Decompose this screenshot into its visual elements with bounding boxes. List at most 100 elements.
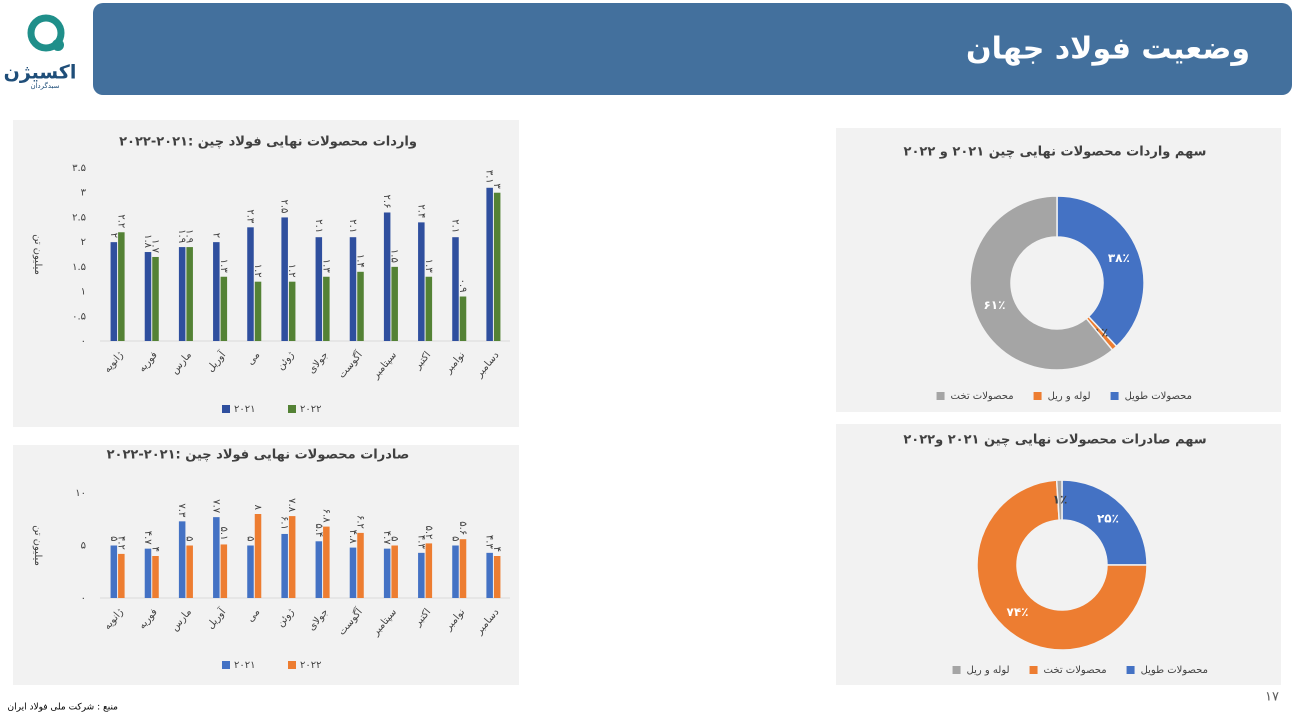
data-label: ۴.۷	[142, 531, 153, 546]
y-tick-label: ۱۰	[75, 488, 86, 499]
y-tick-label: ۲	[81, 237, 86, 248]
bar	[213, 242, 220, 341]
bar	[247, 227, 254, 341]
data-label: ۵.۱	[218, 527, 229, 541]
data-label: ۶.۱	[279, 516, 290, 530]
legend-swatch	[936, 392, 945, 400]
bar	[391, 266, 398, 341]
data-label: ۲.۲	[115, 214, 126, 228]
y-tick-label: ۰.۵	[72, 311, 86, 322]
legend-swatch	[952, 666, 961, 674]
header-title: وضعیت فولاد جهان	[966, 32, 1250, 67]
bar	[459, 296, 467, 341]
data-label: ۴.۸	[347, 530, 358, 545]
bar	[349, 547, 357, 598]
bar	[144, 548, 152, 598]
data-label: ۲	[210, 233, 221, 238]
bar	[152, 256, 159, 341]
data-label: ۷۴٪	[1007, 605, 1029, 619]
legend-label: محصولات تخت	[951, 391, 1014, 402]
logo-ring	[27, 14, 65, 52]
y-tick-label: ۱.۵	[72, 262, 86, 273]
legend-label: لوله و ریل	[1048, 391, 1091, 402]
chart-title: صادرات محصولات نهایی فولاد چین :۲۰۲۱-۲۰۲…	[107, 448, 410, 463]
legend-swatch	[1033, 392, 1042, 400]
bar	[383, 212, 391, 341]
y-tick-label: ۳	[81, 188, 87, 199]
y-tick-label: ۱	[81, 287, 86, 298]
data-label: ۵.۴	[313, 523, 324, 537]
data-label: ۲.۱	[313, 219, 324, 233]
data-label: ۱.۲	[252, 264, 263, 278]
bar	[357, 271, 364, 341]
legend-label: محصولات تخت	[1044, 665, 1107, 676]
y-axis-title: میلیون تن	[32, 234, 43, 275]
bar	[186, 545, 193, 598]
donut-segment	[1055, 479, 1063, 521]
data-label: ۰.۹	[457, 279, 468, 293]
donut-segment	[1061, 479, 1148, 566]
bar	[281, 217, 288, 341]
data-label: ۲.۳	[244, 209, 255, 224]
bar	[383, 548, 391, 598]
legend-label: ۲۰۲۱	[234, 404, 255, 415]
data-label: ۲	[108, 233, 119, 238]
data-label: ۴.۷	[381, 531, 392, 546]
data-label: ۵	[449, 536, 460, 541]
legend-label: محصولات طویل	[1141, 665, 1208, 676]
data-label: ۵	[184, 536, 195, 541]
bar	[118, 553, 125, 598]
data-label: ۱.۲	[286, 264, 297, 278]
donut-chart: سهم واردات محصولات نهایی چین ۲۰۲۱ و ۲۰۲۲…	[904, 145, 1207, 403]
source-note: منبع : شرکت ملی فولاد ایران	[8, 703, 119, 713]
legend-label: لوله و ریل	[967, 665, 1010, 676]
bar	[425, 276, 433, 341]
data-label: ۲.۶	[381, 195, 392, 209]
data-label: ۳	[491, 183, 502, 189]
data-label: ۱.۳	[218, 259, 229, 274]
data-label: ۴.۲	[115, 536, 126, 550]
bar	[418, 222, 425, 341]
bar	[254, 514, 262, 598]
data-label: ۵.۶	[457, 521, 468, 535]
bar	[144, 252, 152, 341]
y-tick-label: ۰	[81, 336, 86, 347]
data-label: ۴	[491, 547, 502, 552]
bar	[493, 192, 501, 341]
logo-subtitle: سبدگردان	[30, 81, 59, 90]
logo: اکسیژن سبدگردان	[4, 14, 77, 90]
y-tick-label: ۰	[81, 593, 86, 604]
bar	[178, 247, 186, 341]
data-label: ۲.۵	[279, 200, 290, 214]
data-label: ۱٪	[1053, 493, 1068, 507]
legend-swatch	[288, 661, 296, 669]
bar	[452, 545, 459, 598]
data-label: ۲.۱	[449, 219, 460, 233]
y-tick-label: ۵	[81, 541, 86, 552]
legend-swatch	[1029, 666, 1038, 674]
bar	[152, 556, 159, 598]
data-label: ۷.۳	[176, 503, 187, 518]
data-label: ۷.۸	[286, 498, 297, 513]
legend-swatch	[222, 661, 230, 669]
data-label: ۱.۴	[355, 254, 366, 268]
data-label: ۴.۳	[484, 535, 495, 550]
data-label: ۵	[244, 536, 255, 541]
donut-chart: سهم صادرات محصولات نهایی چین ۲۰۲۱ و۲۰۲۲ ۲…	[903, 433, 1208, 677]
y-tick-label: ۳.۵	[72, 163, 86, 174]
bar	[247, 545, 254, 598]
legend-swatch	[1110, 392, 1119, 400]
logo-name: اکسیژن	[4, 62, 77, 84]
header-bar	[93, 3, 1292, 95]
data-label: ۱.۳	[423, 259, 434, 274]
bar	[323, 526, 330, 598]
data-label: ۱.۹	[184, 229, 195, 243]
bar	[110, 545, 118, 598]
bar	[281, 533, 288, 598]
panel	[13, 120, 519, 427]
y-axis-title: میلیون تن	[32, 525, 43, 566]
donut-segment	[976, 479, 1148, 651]
data-label: ۶۱٪	[983, 298, 1005, 312]
